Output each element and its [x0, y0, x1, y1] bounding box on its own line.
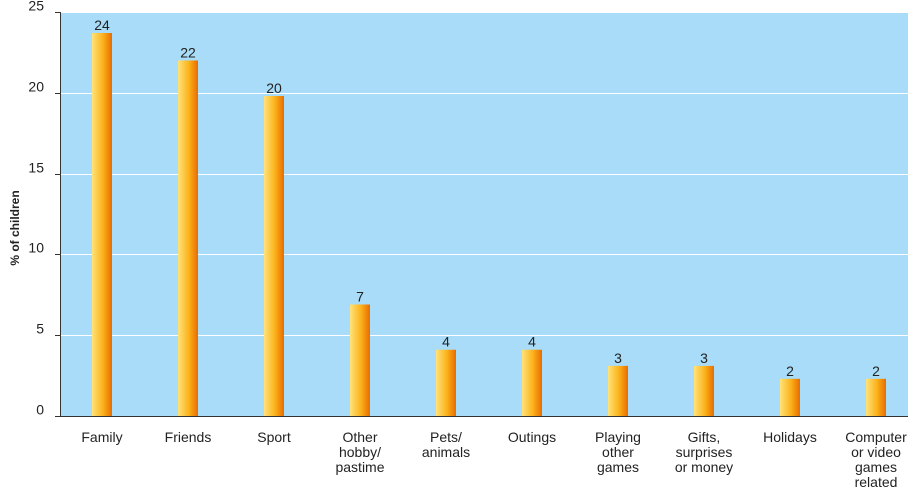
data-label: 2 [786, 363, 794, 379]
x-tick-label-line: Friends [165, 429, 212, 445]
y-tick-label: 5 [36, 321, 44, 337]
y-axis-label: % of children [8, 190, 22, 265]
x-tick-label-line: or video [851, 444, 901, 460]
data-label: 22 [180, 44, 196, 60]
bar [866, 378, 886, 416]
x-axis-labels: Family Friends Sport Other hobby/pastime Pets… [81, 429, 907, 490]
gridlines [60, 12, 908, 336]
data-label: 3 [700, 350, 708, 366]
x-tick-label-line: Family [81, 429, 122, 445]
x-tick-label: Family [81, 429, 122, 445]
bar [608, 365, 628, 416]
plot-area [60, 12, 908, 416]
data-label: 3 [614, 350, 622, 366]
x-tick-label-line: related [855, 474, 898, 490]
bar [436, 349, 456, 416]
x-tick-label: Outings [508, 429, 556, 445]
x-tick-label-line: Outings [508, 429, 556, 445]
bar [178, 60, 198, 416]
data-label: 24 [94, 17, 110, 33]
bar [264, 96, 284, 417]
x-tick-label-line: Computer [845, 429, 907, 445]
x-tick-label-line: Playing [595, 429, 641, 445]
data-label: 2 [872, 363, 880, 379]
y-tick-label: 25 [28, 0, 44, 14]
x-tick-label: Friends [165, 429, 212, 445]
x-tick-label-line: or money [675, 459, 733, 475]
x-tick-label-line: Pets/ [430, 429, 462, 445]
y-tick-label: 15 [28, 160, 44, 176]
data-label: 4 [528, 334, 536, 350]
x-tick-label-line: Gifts, [688, 429, 721, 445]
data-label: 7 [356, 288, 364, 304]
x-tick-label-line: hobby/ [339, 444, 381, 460]
y-tick-label: 0 [36, 402, 44, 418]
y-tick-label: 20 [28, 79, 44, 95]
bar [694, 365, 714, 416]
x-tick-label-line: games [597, 459, 639, 475]
x-tick-label-line: Other [342, 429, 377, 445]
x-tick-label-line: other [602, 444, 634, 460]
bar [780, 378, 800, 416]
x-tick-label-line: Holidays [763, 429, 817, 445]
x-tick-label: Pets/animals [422, 429, 470, 460]
x-tick-label: Holidays [763, 429, 817, 445]
bar [92, 33, 112, 417]
x-tick-label: Sport [257, 429, 291, 445]
x-tick-label: Computer or video games related [845, 429, 907, 490]
x-tick-label: Other hobby/pastime [335, 429, 384, 475]
x-tick-label-line: surprises [676, 444, 733, 460]
data-label: 20 [266, 80, 282, 96]
bar [350, 304, 370, 416]
data-label: 4 [442, 334, 450, 350]
x-tick-label-line: animals [422, 444, 470, 460]
bar [522, 349, 542, 416]
x-tick-label-line: games [855, 459, 897, 475]
y-axis-ticks: 0 5 10 15 20 25 [28, 0, 60, 418]
x-tick-label: Playing other games [595, 429, 641, 475]
x-tick-label: Gifts, surprises or money [675, 429, 733, 475]
y-tick-label: 10 [28, 240, 44, 256]
x-tick-label-line: Sport [257, 429, 291, 445]
x-tick-label-line: pastime [335, 459, 384, 475]
